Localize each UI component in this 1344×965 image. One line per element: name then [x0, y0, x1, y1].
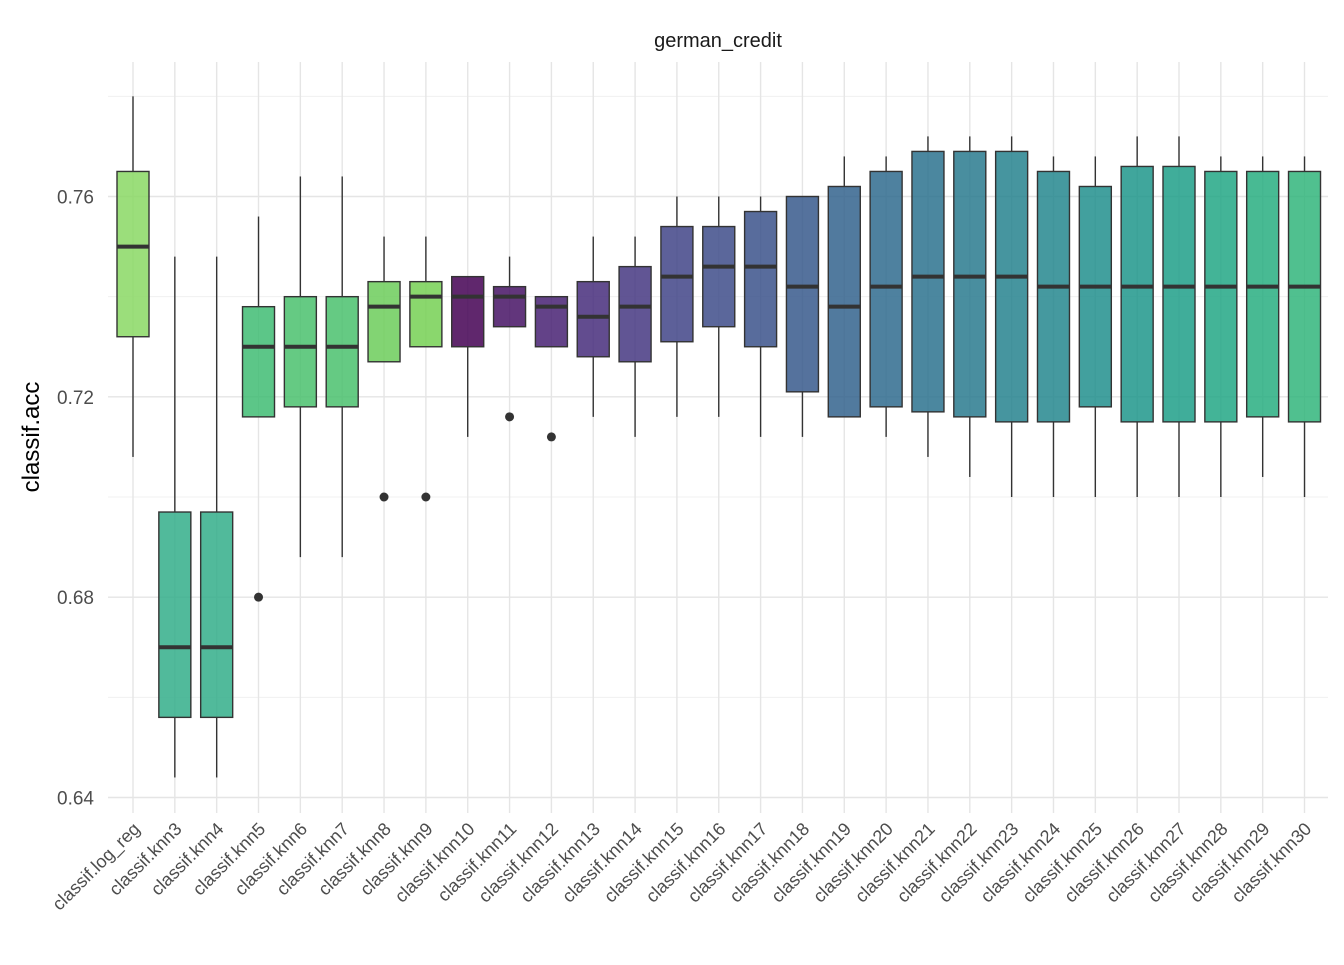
box-body	[367, 280, 401, 363]
boxes	[116, 96, 1322, 778]
box-classif.knn8	[367, 236, 401, 502]
box-body	[1245, 170, 1280, 418]
box-body	[869, 170, 903, 408]
box-body	[660, 225, 694, 343]
box-classif.knn6	[283, 176, 318, 558]
box-classif.knn10	[451, 275, 485, 437]
outlier-point	[379, 492, 389, 502]
box-classif.knn28	[1204, 156, 1238, 497]
box-body	[492, 285, 527, 328]
box-body	[953, 150, 987, 418]
box-body	[325, 295, 359, 408]
box-classif.knn14	[618, 236, 652, 437]
box-body	[702, 225, 736, 328]
box-body	[911, 150, 945, 413]
box-classif.knn24	[1036, 156, 1071, 497]
box-classif.knn17	[743, 196, 778, 437]
box-classif.knn18	[785, 195, 820, 437]
box-body	[534, 295, 569, 348]
box-body	[409, 280, 443, 348]
box-body	[618, 265, 652, 363]
box-body	[1162, 165, 1196, 423]
box-body	[1078, 185, 1113, 408]
outlier-point	[505, 412, 515, 422]
box-classif.knn23	[994, 136, 1029, 497]
x-axis-ticks: classif.log_regclassif.knn3classif.knn4c…	[48, 819, 1315, 915]
box-body	[283, 295, 318, 408]
box-classif.log_reg	[116, 96, 150, 457]
box-classif.knn26	[1120, 136, 1154, 497]
outlier-point	[546, 432, 556, 442]
outlier-point	[421, 492, 431, 502]
strip-title: german_credit	[654, 30, 782, 52]
box-classif.knn7	[325, 176, 359, 558]
box-body	[785, 195, 820, 393]
box-classif.knn27	[1162, 136, 1196, 497]
box-classif.knn4	[199, 256, 234, 778]
y-tick-label: 0.68	[57, 588, 94, 609]
y-axis-title: classif.acc	[18, 382, 45, 493]
box-body	[1204, 170, 1238, 423]
box-body	[1120, 165, 1154, 423]
box-body	[199, 511, 234, 719]
box-classif.knn25	[1078, 156, 1113, 497]
box-body	[827, 185, 861, 418]
box-body	[743, 210, 778, 348]
box-classif.knn20	[869, 156, 903, 437]
y-axis-ticks: 0.64 0.68 0.72 0.76	[57, 188, 94, 810]
box-classif.knn19	[827, 156, 861, 418]
y-tick-label: 0.72	[57, 388, 94, 409]
box-body	[241, 305, 276, 418]
y-tick-label: 0.76	[57, 188, 94, 209]
box-classif.knn15	[660, 196, 694, 417]
box-classif.knn11	[492, 256, 527, 422]
y-tick-label: 0.64	[57, 789, 94, 810]
box-classif.knn3	[158, 256, 192, 778]
box-body	[1287, 170, 1322, 423]
box-classif.knn13	[576, 236, 610, 417]
box-classif.knn5	[241, 216, 276, 602]
box-body	[158, 511, 192, 719]
outlier-point	[254, 592, 264, 602]
box-body	[994, 150, 1029, 423]
box-classif.knn21	[911, 136, 945, 457]
box-body	[451, 275, 485, 348]
box-body	[576, 280, 610, 358]
box-classif.knn22	[953, 136, 987, 477]
box-body	[1036, 170, 1071, 423]
box-classif.knn30	[1287, 156, 1322, 497]
box-classif.knn29	[1245, 156, 1280, 477]
box-classif.knn16	[702, 196, 736, 417]
box-classif.knn12	[534, 295, 569, 442]
box-classif.knn9	[409, 236, 443, 502]
box-body	[116, 170, 150, 338]
